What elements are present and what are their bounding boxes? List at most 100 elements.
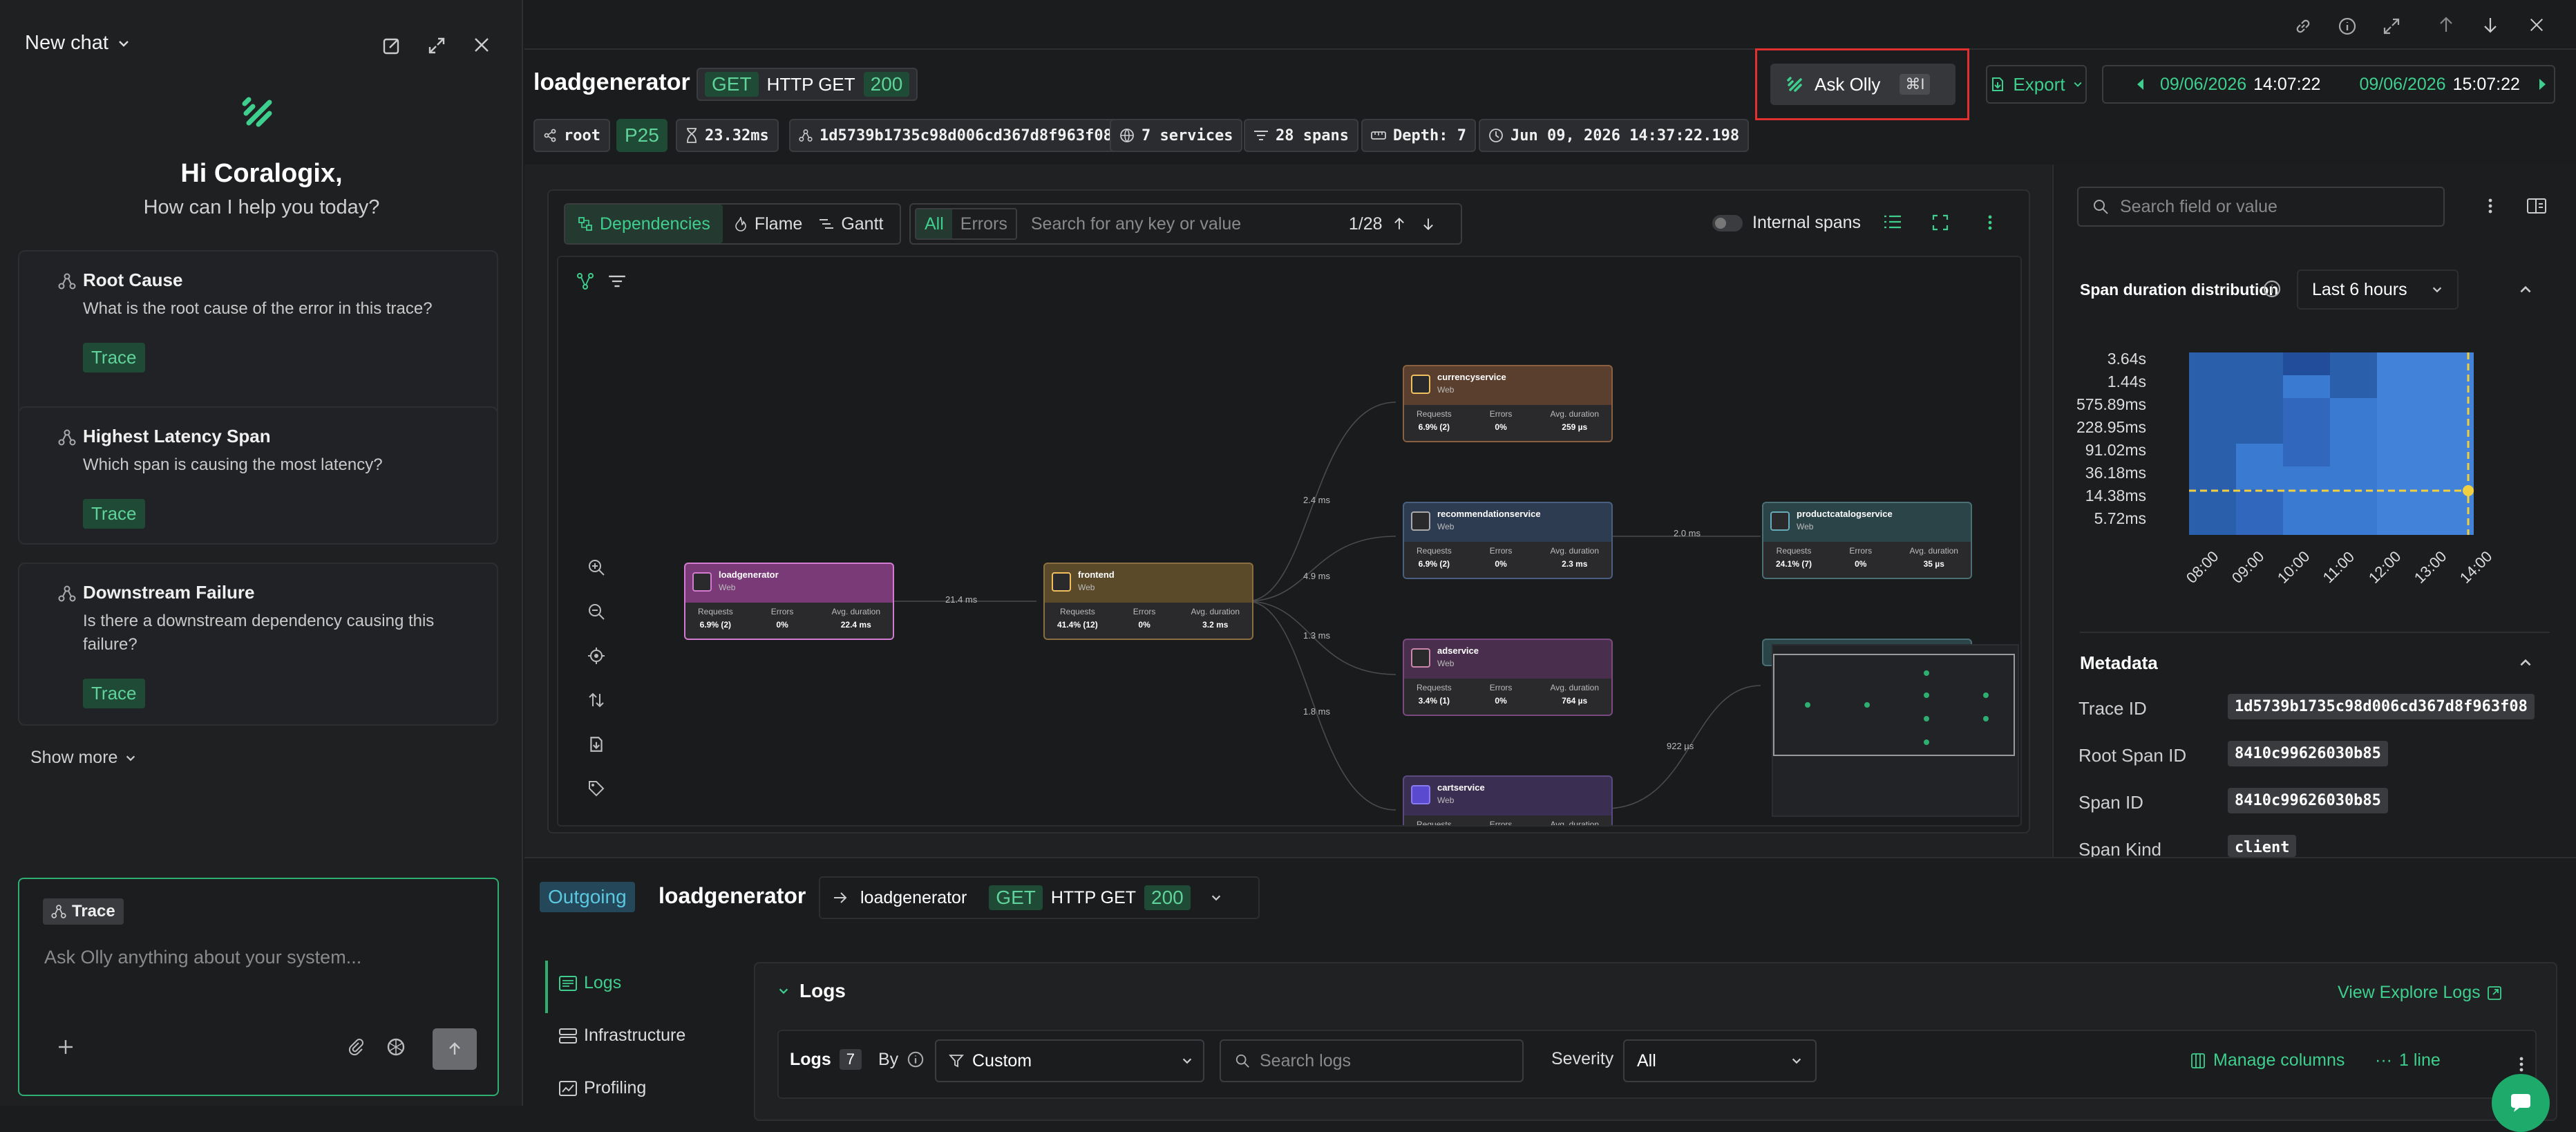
chevron-down-icon: [2431, 283, 2443, 296]
time-range-picker[interactable]: 09/06/2026 14:07:22 09/06/2026 15:07:22: [2102, 65, 2555, 104]
info-icon[interactable]: [2262, 279, 2282, 299]
internal-spans-toggle[interactable]: Internal spans: [1712, 213, 1861, 233]
chevron-up-icon[interactable]: [2518, 282, 2533, 297]
plus-icon[interactable]: [57, 1038, 75, 1056]
tag-icon[interactable]: [587, 780, 605, 798]
fullscreen-icon[interactable]: [1932, 214, 1949, 231]
service-node-cartservice[interactable]: cartservice Web Requests Errors Avg. durati…: [1403, 775, 1613, 827]
x-tick: 11:00: [2319, 547, 2358, 587]
duration-pill: 23.32ms: [676, 119, 779, 152]
metadata-value[interactable]: client: [2228, 835, 2297, 857]
send-button[interactable]: [433, 1028, 477, 1070]
panel-layout-icon[interactable]: [2526, 198, 2547, 214]
field-search-input[interactable]: Search field or value: [2077, 187, 2445, 227]
chat-input-box[interactable]: Trace Ask Olly anything about your syste…: [18, 878, 499, 1096]
more-vertical-icon[interactable]: [2519, 1056, 2524, 1073]
chevron-right-icon[interactable]: [2538, 78, 2548, 91]
severity-select[interactable]: All: [1623, 1039, 1817, 1082]
tab-dependencies[interactable]: Dependencies: [565, 205, 723, 243]
export-button[interactable]: Export: [1986, 65, 2087, 104]
arrow-down-icon[interactable]: [1421, 216, 1435, 232]
nav-item-logs[interactable]: Logs: [559, 973, 621, 993]
col-label: Requests: [1060, 607, 1095, 616]
chat-title-dropdown[interactable]: New chat: [25, 32, 131, 55]
all-errors-toggle[interactable]: All Errors: [915, 208, 1017, 240]
metadata-value[interactable]: 1d5739b1735c98d006cd367d8f963f08: [2228, 694, 2535, 719]
link-icon[interactable]: [2293, 17, 2313, 36]
nav-item-profiling[interactable]: Profiling: [559, 1078, 646, 1098]
close-icon[interactable]: [473, 36, 491, 54]
minimap[interactable]: [1772, 644, 2019, 817]
chevron-left-icon[interactable]: [2135, 78, 2145, 91]
suggestion-card[interactable]: Downstream Failure Is there a downstream…: [18, 563, 498, 726]
trace-id-pill[interactable]: 1d5739b1735c98d006cd367d8f963f08: [789, 119, 1122, 152]
info-icon[interactable]: [2338, 17, 2357, 36]
node-type: Web: [1797, 522, 1814, 531]
zoom-in-icon[interactable]: [587, 558, 605, 576]
spans-value: 28 spans: [1276, 126, 1349, 144]
zoom-out-icon[interactable]: [587, 603, 605, 621]
logs-section-header[interactable]: Logs: [777, 980, 846, 1002]
dist-range-select[interactable]: Last 6 hours: [2297, 270, 2459, 310]
openai-icon[interactable]: [386, 1037, 406, 1057]
chevron-up-icon[interactable]: [2518, 655, 2533, 670]
x-tick: 13:00: [2410, 547, 2450, 587]
metadata-value[interactable]: 8410c99626030b85: [2228, 788, 2388, 813]
chat-input[interactable]: Ask Olly anything about your system...: [44, 947, 362, 968]
status-badge: 200: [1144, 885, 1191, 910]
more-vertical-icon[interactable]: [1987, 214, 1993, 231]
col-label: Requests: [1776, 546, 1812, 556]
service-node-recommendationservice[interactable]: recommendationservice Web Requests 6.9% (2…: [1403, 502, 1613, 579]
chat-fab-button[interactable]: [2492, 1074, 2550, 1132]
show-more-button[interactable]: Show more: [30, 748, 137, 768]
tab-gantt[interactable]: Gantt: [813, 214, 889, 234]
close-icon[interactable]: [2528, 17, 2545, 33]
tab-flame[interactable]: Flame: [723, 214, 813, 234]
center-icon[interactable]: [587, 647, 605, 665]
chat-title: New chat: [25, 32, 108, 54]
direction-icon[interactable]: [587, 691, 605, 709]
service-node-loadgenerator[interactable]: loadgenerator Web Requests 6.9% (2) Errors 0…: [684, 563, 894, 640]
search-logs-input[interactable]: Search logs: [1220, 1039, 1524, 1082]
suggestion-card[interactable]: Highest Latency Span Which span is causi…: [18, 406, 498, 545]
arrow-up-icon[interactable]: [2437, 15, 2455, 35]
graph-canvas[interactable]: 21.4 ms 2.4 ms 4.9 ms 1.3 ms 1.8 ms 2.0 …: [557, 256, 2022, 827]
list-icon[interactable]: [1884, 214, 1902, 229]
graph-filter-icon[interactable]: [608, 274, 626, 289]
service-node-productcatalogservice[interactable]: productcatalogservice Web Requests 24.1% (…: [1762, 502, 1972, 579]
minimap-viewport[interactable]: [1773, 654, 2015, 756]
service-node-frontend[interactable]: frontend Web Requests 41.4% (12) Errors 0% Av…: [1043, 563, 1253, 640]
service-node-adservice[interactable]: adservice Web Requests 3.4% (1) Errors 0% Avg…: [1403, 639, 1613, 716]
expand-icon[interactable]: [427, 36, 446, 55]
nav-item-infrastructure[interactable]: Infrastructure: [559, 1026, 685, 1046]
arrow-down-icon[interactable]: [2481, 15, 2499, 35]
filter-all[interactable]: All: [916, 209, 952, 238]
more-vertical-icon[interactable]: [2488, 198, 2493, 214]
group-by-select[interactable]: Custom: [935, 1039, 1204, 1082]
toggle-switch[interactable]: [1712, 214, 1743, 232]
new-chat-icon[interactable]: [382, 36, 401, 55]
range-from-date: 09/06/2026: [2160, 74, 2247, 94]
service-node-currencyservice[interactable]: currencyservice Web Requests 6.9% (2) Error…: [1403, 365, 1613, 442]
x-tick: 10:00: [2273, 547, 2313, 587]
span-target-select[interactable]: loadgenerator GET HTTP GET 200: [819, 876, 1260, 919]
col-label: Errors: [1133, 607, 1156, 616]
manage-columns-button[interactable]: Manage columns: [2191, 1050, 2345, 1070]
ask-olly-button[interactable]: Ask Olly ⌘I: [1770, 64, 1955, 105]
paperclip-icon[interactable]: [347, 1038, 365, 1056]
metadata-value[interactable]: 8410c99626030b85: [2228, 741, 2388, 766]
arrow-up-icon[interactable]: [1392, 216, 1406, 232]
context-chip[interactable]: Trace: [43, 898, 124, 925]
view-explore-logs-link[interactable]: View Explore Logs: [2338, 983, 2501, 1003]
filter-errors[interactable]: Errors: [960, 214, 1007, 234]
download-icon[interactable]: [587, 735, 605, 753]
expand-icon[interactable]: [2382, 17, 2401, 36]
percentile-badge: P25: [616, 119, 667, 152]
info-icon[interactable]: [907, 1050, 925, 1068]
line-density-button[interactable]: ··· 1 line: [2375, 1050, 2441, 1070]
graph-layout-icon[interactable]: [576, 272, 594, 290]
graph-search-input[interactable]: Search for any key or value: [1030, 214, 1242, 234]
col-label: Avg. duration: [1550, 820, 1600, 827]
suggestion-card[interactable]: Root Cause What is the root cause of the…: [18, 250, 498, 433]
chevron-down-icon: [2072, 79, 2083, 90]
